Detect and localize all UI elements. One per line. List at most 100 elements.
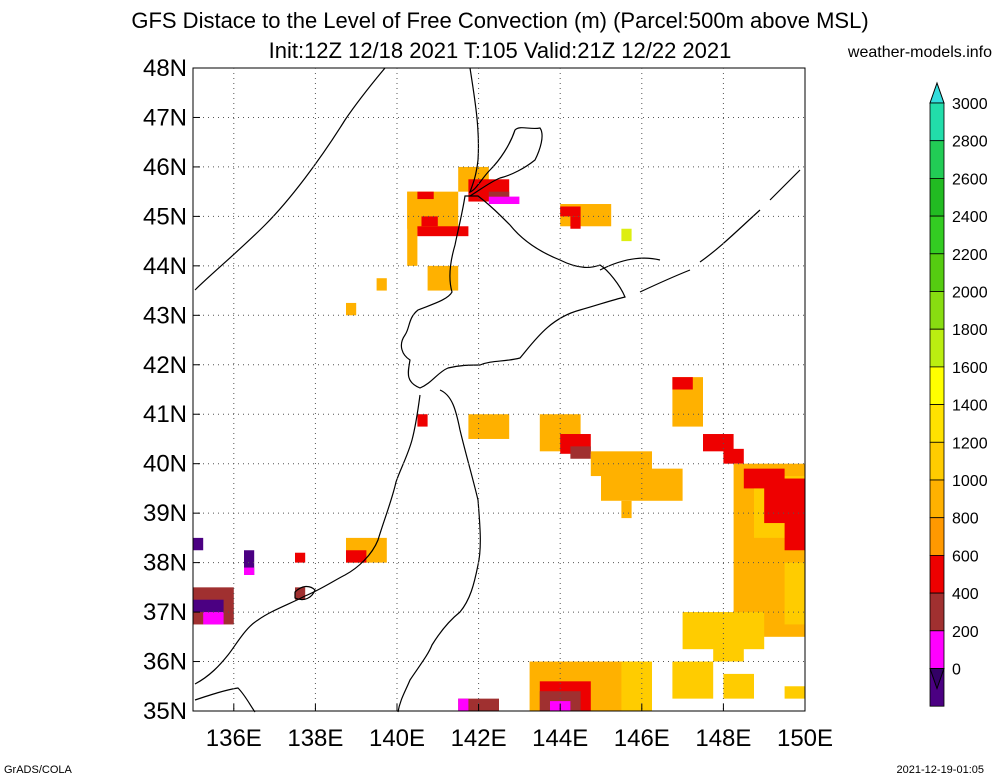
field-cell <box>417 226 469 237</box>
field-cell <box>723 448 744 464</box>
field-cell <box>672 661 714 699</box>
field-cell <box>295 587 306 600</box>
field-cell <box>346 302 357 316</box>
field-cell <box>421 216 438 227</box>
lon-label: 138E <box>287 725 343 752</box>
field-cell <box>621 228 632 242</box>
lat-label: 35N <box>143 698 187 725</box>
lat-label: 38N <box>143 550 187 577</box>
colorbar-label: 1400 <box>952 398 988 415</box>
colorbar-label: 2800 <box>952 134 988 151</box>
coastline-honshu-west <box>194 394 421 685</box>
lon-label: 150E <box>777 725 833 752</box>
colorbar-bottom-arrow <box>929 668 945 691</box>
lat-label: 45N <box>143 203 187 230</box>
field-cell <box>203 612 224 625</box>
colorbar-label: 200 <box>952 624 979 641</box>
field-cell <box>488 196 520 205</box>
colorbar-label: 2400 <box>952 209 988 226</box>
field-cell <box>621 500 632 519</box>
colorbar-swatch <box>929 253 945 292</box>
lat-label: 39N <box>143 500 187 527</box>
field-cell <box>488 191 510 197</box>
lat-label: 46N <box>143 154 187 181</box>
latitude-labels: 48N 47N 46N 45N 44N 43N 42N 41N 40N 39N 38N 37N 36N 3… <box>143 55 187 725</box>
colorbar-top-arrow <box>929 81 945 104</box>
field-cell <box>621 661 652 711</box>
colorbar-label: 800 <box>952 511 979 528</box>
colorbar-swatch <box>929 479 945 519</box>
lon-label: 146E <box>614 725 670 752</box>
field-cell <box>193 537 204 551</box>
colorbar-label: 1600 <box>952 360 988 377</box>
field-cell <box>784 686 805 699</box>
site-credit: weather-models.info <box>847 44 992 61</box>
field-cell <box>703 434 734 452</box>
colorbar-label: 2600 <box>952 171 988 188</box>
coastline-sakhalin <box>469 67 543 197</box>
field-cell <box>427 265 459 291</box>
lon-label: 148E <box>695 725 751 752</box>
field-cell <box>244 550 255 575</box>
field-cell <box>244 567 255 575</box>
colorbar-label: 1800 <box>952 322 988 339</box>
lon-label: 144E <box>532 725 588 752</box>
coastline-asia <box>194 67 386 291</box>
map-frame <box>192 67 806 712</box>
field-cell <box>570 216 581 229</box>
field-cell <box>417 414 428 427</box>
colorbar-swatch <box>929 177 945 217</box>
lat-label: 48N <box>143 55 187 82</box>
field-cell <box>784 513 805 551</box>
colorbar-label: 3000 <box>952 96 988 113</box>
field-cell <box>295 552 306 563</box>
coastlines <box>194 67 801 713</box>
coastline-hokkaido <box>400 195 626 389</box>
colorbar-swatch <box>929 592 945 632</box>
footer-timestamp: 2021-12-19-01:05 <box>896 764 984 776</box>
colorbar-label: 600 <box>952 548 979 565</box>
field-cell <box>376 278 387 291</box>
longitude-labels: 136E 138E 140E 142E 144E 146E 148E 150E <box>206 725 833 752</box>
colorbar-swatch <box>929 215 945 255</box>
lat-label: 36N <box>143 649 187 676</box>
field-cell <box>346 550 367 563</box>
field-cell <box>193 599 224 613</box>
graticule <box>193 67 806 712</box>
lon-label: 142E <box>451 725 507 752</box>
lat-label: 37N <box>143 599 187 626</box>
coastline-sado <box>294 585 316 601</box>
colorbar-swatch <box>929 366 945 405</box>
coastline-kyushu <box>194 687 256 713</box>
colorbar-swatch <box>929 517 945 556</box>
colorbar-swatch <box>929 404 945 443</box>
colorbar-label: 400 <box>952 586 979 603</box>
lat-label: 41N <box>143 401 187 428</box>
field-cell <box>672 377 693 390</box>
footer-credit: GrADS/COLA <box>4 764 72 776</box>
map-subtitle: Init:12Z 12/18 2021 T:105 Valid:21Z 12/2… <box>268 38 732 63</box>
field-cell <box>560 206 581 217</box>
colorbar-swatch <box>929 328 945 368</box>
field-cell <box>570 446 591 459</box>
field-cell <box>784 562 805 625</box>
colorbar-label: 2000 <box>952 285 988 302</box>
field-cell <box>458 698 469 711</box>
colorbar-swatch <box>929 140 945 179</box>
colorbar-swatch <box>929 102 945 142</box>
colorbar: 3000280026002400220020001800160014001200… <box>929 81 988 707</box>
lat-label: 40N <box>143 451 187 478</box>
colorbar-label: 1200 <box>952 435 988 452</box>
map-title: GFS Distace to the Level of Free Convect… <box>131 8 869 33</box>
lat-label: 42N <box>143 352 187 379</box>
lat-label: 43N <box>143 302 187 329</box>
colorbar-swatch <box>929 291 945 330</box>
coastline-kurils <box>599 169 801 293</box>
lon-label: 140E <box>369 725 425 752</box>
colorbar-label: 1000 <box>952 473 988 490</box>
colorbar-swatch <box>929 441 945 481</box>
lat-label: 44N <box>143 253 187 280</box>
colorbar-swatch <box>929 630 945 669</box>
colorbar-swatch <box>929 555 945 594</box>
